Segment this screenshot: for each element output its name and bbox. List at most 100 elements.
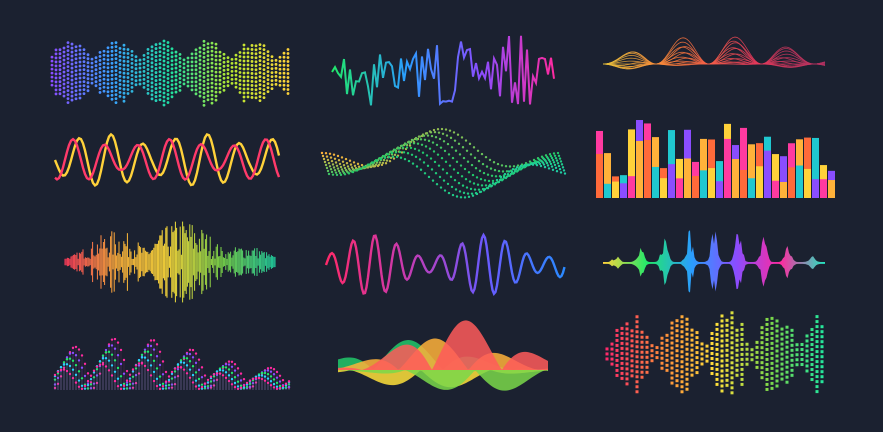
dot xyxy=(380,163,384,167)
dot xyxy=(242,67,246,71)
dot xyxy=(453,178,457,182)
square-dot xyxy=(755,360,759,364)
square-dot xyxy=(655,356,659,360)
square-dot xyxy=(740,352,744,356)
dot xyxy=(66,69,70,73)
dot xyxy=(110,81,114,85)
dot xyxy=(131,386,135,389)
dot xyxy=(166,53,170,56)
dot xyxy=(266,372,270,376)
spindle-mesh-wave xyxy=(602,36,826,70)
dot xyxy=(150,93,154,97)
dot xyxy=(191,381,195,384)
dot xyxy=(557,164,561,168)
square-dot xyxy=(660,361,664,365)
dot xyxy=(122,358,126,362)
dot xyxy=(166,85,170,88)
dot xyxy=(190,68,194,72)
dot xyxy=(90,77,94,81)
dot xyxy=(146,71,150,75)
square-dot xyxy=(740,377,744,381)
dot xyxy=(200,385,204,389)
dot xyxy=(54,72,58,76)
square-dot xyxy=(810,368,814,372)
dot xyxy=(236,374,240,377)
dot xyxy=(170,95,174,99)
dot xyxy=(547,167,551,170)
square-dot xyxy=(750,353,754,357)
dot xyxy=(130,65,134,69)
square-dot xyxy=(790,353,794,357)
square-dot xyxy=(685,367,689,371)
dot xyxy=(460,175,464,178)
dot xyxy=(254,48,258,52)
dot xyxy=(202,75,206,79)
dot xyxy=(242,99,246,103)
dot xyxy=(186,76,190,80)
dot xyxy=(502,175,506,179)
dot xyxy=(102,77,106,81)
dot xyxy=(94,76,98,80)
dot xyxy=(152,379,156,383)
dot xyxy=(154,43,158,46)
dot xyxy=(66,89,70,93)
dot xyxy=(246,55,250,59)
dot xyxy=(114,101,118,105)
dot xyxy=(497,180,501,184)
dot xyxy=(102,81,106,85)
square-dot xyxy=(675,379,679,383)
dot xyxy=(517,167,521,171)
square-dot xyxy=(740,372,744,376)
square-dot xyxy=(775,339,779,343)
dot xyxy=(176,368,180,371)
dot xyxy=(118,94,122,98)
dot xyxy=(242,55,246,59)
dot xyxy=(226,56,230,60)
dot xyxy=(122,47,126,51)
dot xyxy=(394,151,398,154)
square-dot xyxy=(605,347,609,351)
square-dot xyxy=(700,362,704,366)
bar xyxy=(700,138,707,198)
square-dot xyxy=(645,365,649,369)
square-dot xyxy=(625,352,629,356)
dot xyxy=(164,380,168,383)
dot xyxy=(66,81,70,85)
square-dot xyxy=(775,379,779,383)
square-dot xyxy=(685,362,689,366)
dot xyxy=(152,359,156,363)
square-dot xyxy=(700,342,704,346)
dot xyxy=(441,132,445,136)
dot xyxy=(242,59,246,63)
dot xyxy=(214,82,218,86)
dot xyxy=(449,175,453,179)
dot xyxy=(328,165,332,168)
dot xyxy=(250,80,254,83)
dot xyxy=(472,146,476,149)
dot xyxy=(98,75,102,78)
dot xyxy=(343,166,347,170)
dot xyxy=(178,88,182,92)
dot xyxy=(258,71,262,74)
dot xyxy=(230,360,234,364)
square-dot xyxy=(725,378,729,382)
dot xyxy=(143,364,147,368)
dot xyxy=(222,88,226,92)
dot xyxy=(491,181,495,185)
dot xyxy=(182,74,186,78)
square-dot xyxy=(775,359,779,363)
square-dot xyxy=(695,366,699,370)
dot xyxy=(344,157,348,161)
dot xyxy=(95,365,99,368)
dot xyxy=(512,165,516,168)
dot xyxy=(422,161,426,164)
square-dot xyxy=(695,361,699,365)
dot xyxy=(334,171,338,174)
square-dot xyxy=(805,334,809,338)
dot xyxy=(102,65,106,69)
dot xyxy=(541,161,545,164)
dot xyxy=(250,56,254,59)
dot xyxy=(66,85,70,89)
square-dot xyxy=(685,332,689,336)
square-dot xyxy=(715,342,719,346)
